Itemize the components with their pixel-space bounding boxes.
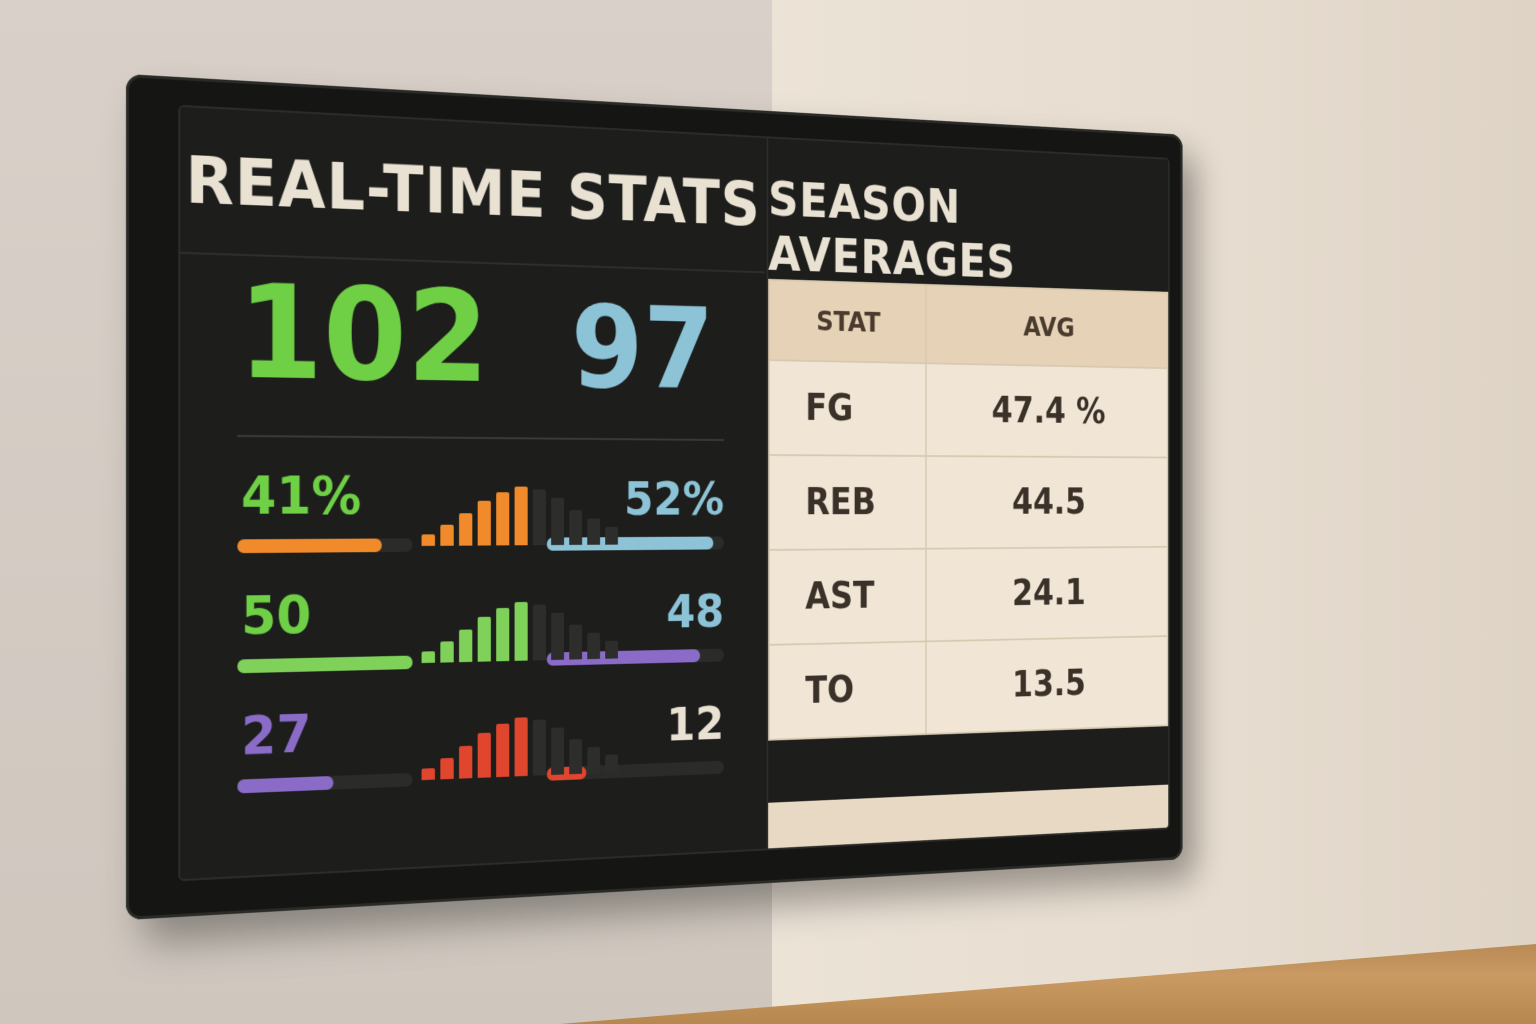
trend-bar	[533, 604, 546, 660]
stat-label: REB	[769, 455, 926, 550]
trend-bar	[422, 534, 435, 546]
trend-bar	[478, 617, 491, 662]
season-panel: SEASON AVERAGES STAT AVG FG 47.4 % REB	[767, 138, 1169, 848]
trend-bar	[440, 641, 453, 662]
trend-bar	[605, 755, 618, 773]
trend-bar	[496, 724, 509, 778]
table-row: TO 13.5	[769, 636, 1168, 740]
trend-bar	[496, 608, 509, 661]
stat-row-2: 50 48	[237, 579, 724, 693]
display-screen: REAL-TIME STATS 102 97 41% 52% 50 48 27 …	[178, 105, 1169, 881]
trend-bar	[587, 633, 600, 659]
stat-left-value: 41%	[241, 465, 361, 527]
table-header-row: STAT AVG	[769, 280, 1168, 368]
trend-bar	[515, 487, 528, 546]
stat-avg: 47.4 %	[926, 363, 1167, 457]
trend-bar	[478, 501, 491, 546]
trend-bar	[569, 625, 582, 660]
stat-right-value: 52%	[624, 472, 724, 526]
header-stat: STAT	[769, 280, 926, 364]
trend-bar	[459, 513, 472, 545]
stat-label: FG	[769, 360, 926, 456]
stat-avg: 13.5	[926, 636, 1167, 734]
stat-avg: 24.1	[926, 547, 1167, 642]
stat-left-value: 27	[241, 703, 311, 767]
trend-bar	[533, 720, 546, 776]
stat-avg: 44.5	[926, 456, 1167, 549]
trend-bars	[422, 714, 618, 780]
realtime-title: REAL-TIME STATS	[180, 107, 765, 273]
trend-bar	[551, 613, 564, 660]
score-divider	[237, 435, 724, 441]
trend-bars	[422, 486, 618, 546]
left-level-bar	[237, 656, 412, 674]
trend-bar	[496, 492, 509, 545]
left-level-track	[237, 656, 412, 674]
trend-bar	[515, 602, 528, 661]
trend-bar	[551, 498, 564, 545]
trend-bar	[587, 519, 600, 545]
trend-bar	[422, 768, 435, 780]
home-score: 102	[237, 268, 488, 401]
left-level-bar	[237, 776, 333, 794]
trend-bar	[440, 525, 453, 546]
table-row: FG 47.4 %	[769, 360, 1168, 457]
trend-bar	[478, 733, 491, 778]
trend-bars	[422, 601, 618, 663]
trend-bar	[587, 747, 600, 774]
stat-label: AST	[769, 549, 926, 645]
trend-bar	[569, 739, 582, 774]
trend-bar	[569, 510, 582, 545]
trend-bar	[605, 527, 618, 545]
table-row: AST 24.1	[769, 547, 1168, 645]
stat-right-value: 48	[666, 584, 724, 638]
trend-bar	[551, 727, 564, 775]
away-score: 97	[571, 289, 714, 406]
stat-label: TO	[769, 641, 926, 739]
trend-bar	[459, 629, 472, 662]
stat-row-3: 27 12	[237, 691, 724, 813]
left-level-bar	[237, 539, 381, 554]
season-averages-table: STAT AVG FG 47.4 % REB 44.5 AST	[768, 279, 1168, 741]
trend-bar	[605, 641, 618, 659]
trend-bar	[515, 717, 528, 776]
stat-row-1: 41% 52%	[237, 464, 724, 572]
stat-right-value: 12	[666, 696, 724, 751]
left-level-track	[237, 773, 412, 794]
table-row: REB 44.5	[769, 455, 1168, 550]
trend-bar	[459, 746, 472, 779]
season-title: SEASON AVERAGES	[768, 175, 1168, 292]
left-level-track	[237, 538, 412, 553]
trend-bar	[533, 489, 546, 545]
scoreboard-display: REAL-TIME STATS 102 97 41% 52% 50 48 27 …	[126, 74, 1183, 920]
realtime-panel: REAL-TIME STATS 102 97 41% 52% 50 48 27 …	[180, 107, 765, 879]
trend-bar	[422, 651, 435, 663]
trend-bar	[440, 758, 453, 780]
header-avg: AVG	[926, 285, 1167, 368]
stat-left-value: 50	[241, 584, 311, 647]
